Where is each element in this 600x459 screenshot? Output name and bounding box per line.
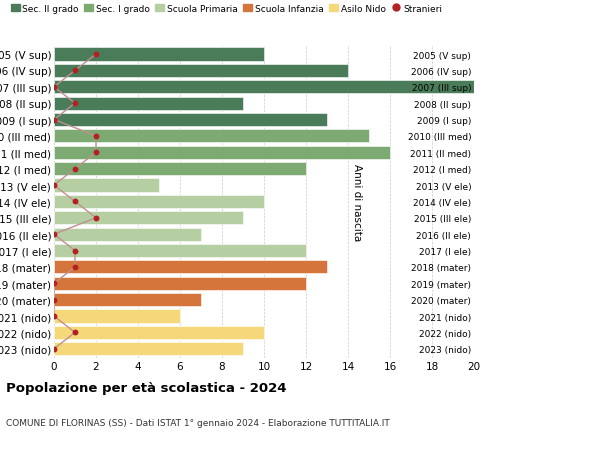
Bar (54, 261, 327, 274)
Text: COMUNE DI FLORINAS (SS) - Dati ISTAT 1° gennaio 2024 - Elaborazione TUTTITALIA.I: COMUNE DI FLORINAS (SS) - Dati ISTAT 1° … (6, 418, 390, 427)
Y-axis label: Anni di nascita: Anni di nascita (352, 163, 362, 241)
Point (49, 280, 59, 287)
Point (70, 263, 80, 271)
Point (91, 149, 101, 157)
Point (70, 166, 80, 173)
Bar (54, 342, 243, 356)
Bar (54, 245, 306, 257)
Point (49, 297, 59, 304)
Bar (54, 146, 390, 159)
Point (49, 84, 59, 91)
Point (49, 231, 59, 238)
Bar (54, 65, 348, 78)
Bar (54, 277, 306, 290)
Point (70, 67, 80, 75)
Point (70, 198, 80, 206)
Text: Popolazione per età scolastica - 2024: Popolazione per età scolastica - 2024 (6, 381, 287, 394)
Legend: Sec. II grado, Sec. I grado, Scuola Primaria, Scuola Infanzia, Asilo Nido, Stran: Sec. II grado, Sec. I grado, Scuola Prim… (11, 5, 442, 13)
Bar (54, 212, 243, 225)
Point (49, 182, 59, 189)
Bar (54, 293, 201, 307)
Point (91, 51, 101, 59)
Point (49, 117, 59, 124)
Point (70, 329, 80, 336)
Bar (54, 196, 264, 208)
Point (49, 345, 59, 353)
Point (91, 133, 101, 140)
Bar (54, 228, 201, 241)
Bar (54, 310, 180, 323)
Bar (54, 97, 243, 111)
Point (49, 313, 59, 320)
Bar (54, 114, 327, 127)
Point (70, 100, 80, 107)
Point (70, 247, 80, 255)
Bar (54, 130, 369, 143)
Bar (54, 163, 306, 176)
Bar (54, 81, 474, 94)
Point (91, 215, 101, 222)
Bar (54, 326, 264, 339)
Bar (54, 48, 264, 62)
Bar (54, 179, 159, 192)
